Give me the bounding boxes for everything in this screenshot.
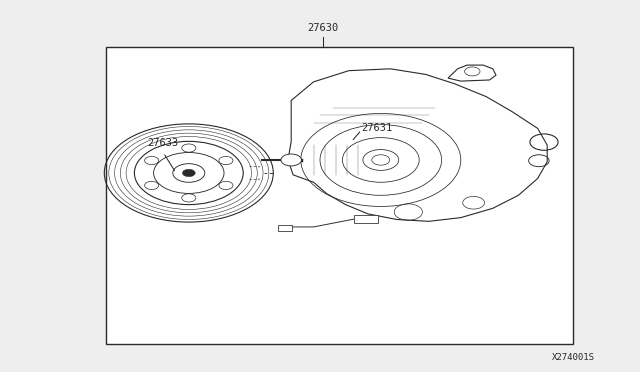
Text: 27633: 27633 xyxy=(148,138,179,148)
Circle shape xyxy=(281,154,301,166)
Text: 27631: 27631 xyxy=(362,124,393,133)
Circle shape xyxy=(372,155,390,165)
Text: X274001S: X274001S xyxy=(552,353,595,362)
Bar xyxy=(106,46,573,344)
Bar xyxy=(354,215,378,223)
Text: 27630: 27630 xyxy=(308,23,339,33)
Bar xyxy=(278,225,292,231)
Circle shape xyxy=(182,169,195,177)
